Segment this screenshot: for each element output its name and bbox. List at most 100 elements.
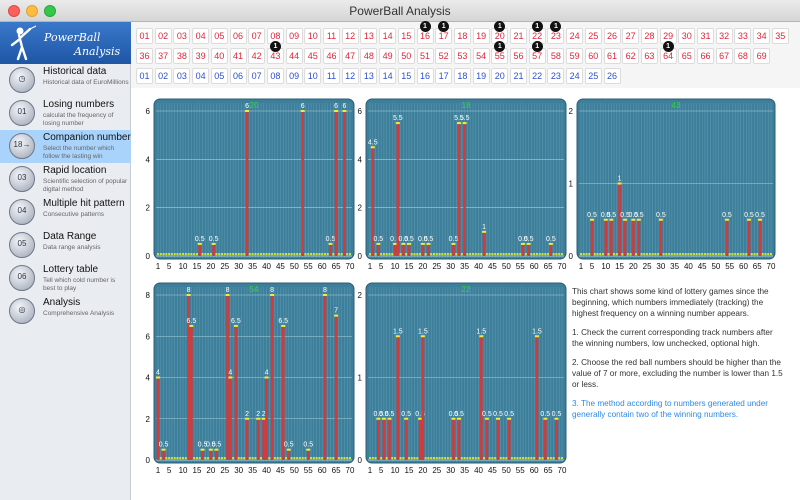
sidebar-item-data-range[interactable]: 05 Data Range Data range analysis: [0, 229, 131, 262]
blue-ball-12[interactable]: 12: [341, 68, 359, 84]
red-ball-61[interactable]: 61: [603, 48, 621, 64]
blue-ball-19[interactable]: 19: [472, 68, 490, 84]
red-ball-37[interactable]: 37: [154, 48, 172, 64]
red-ball-27[interactable]: 27: [622, 28, 640, 44]
blue-ball-01[interactable]: 01: [136, 68, 153, 84]
red-ball-12[interactable]: 12: [341, 28, 359, 44]
red-ball-59[interactable]: 59: [566, 48, 584, 64]
red-ball-60[interactable]: 60: [584, 48, 602, 64]
red-ball-42[interactable]: 42: [248, 48, 266, 64]
red-ball-49[interactable]: 49: [379, 48, 397, 64]
red-ball-02[interactable]: 02: [154, 28, 172, 44]
blue-ball-25[interactable]: 25: [584, 68, 602, 84]
red-ball-13[interactable]: 13: [360, 28, 378, 44]
red-ball-36[interactable]: 36: [136, 48, 153, 64]
blue-ball-10[interactable]: 10: [304, 68, 322, 84]
blue-ball-16[interactable]: 16: [416, 68, 434, 84]
red-ball-51[interactable]: 51: [416, 48, 434, 64]
red-ball-31[interactable]: 31: [697, 28, 714, 44]
red-ball-54[interactable]: 54: [472, 48, 490, 64]
blue-ball-23[interactable]: 23: [547, 68, 565, 84]
red-ball-03[interactable]: 03: [173, 28, 191, 44]
red-ball-44[interactable]: 44: [285, 48, 303, 64]
blue-ball-05[interactable]: 05: [210, 68, 228, 84]
red-ball-47[interactable]: 47: [341, 48, 359, 64]
red-ball-43[interactable]: 43: [266, 48, 284, 64]
bar-point: [746, 218, 751, 221]
zero-marker: [173, 253, 176, 255]
red-ball-68[interactable]: 68: [734, 48, 752, 64]
red-ball-19[interactable]: 19: [472, 28, 490, 44]
red-ball-01[interactable]: 01: [136, 28, 153, 44]
red-ball-39[interactable]: 39: [192, 48, 210, 64]
blue-ball-14[interactable]: 14: [379, 68, 397, 84]
blue-ball-08[interactable]: 08: [266, 68, 284, 84]
sidebar-item-analysis[interactable]: ◎ Analysis Comprehensive Analysis: [0, 295, 131, 328]
blue-ball-20[interactable]: 20: [491, 68, 509, 84]
red-ball-66[interactable]: 66: [697, 48, 714, 64]
red-ball-48[interactable]: 48: [360, 48, 378, 64]
blue-ball-11[interactable]: 11: [323, 68, 340, 84]
blue-ball-09[interactable]: 09: [285, 68, 303, 84]
hit-marker: 1: [662, 41, 674, 52]
blue-ball-17[interactable]: 17: [435, 68, 453, 84]
minimize-window-button[interactable]: [26, 5, 38, 17]
red-ball-40[interactable]: 40: [210, 48, 228, 64]
blue-ball-07[interactable]: 07: [248, 68, 266, 84]
red-ball-38[interactable]: 38: [173, 48, 191, 64]
red-ball-04[interactable]: 04: [192, 28, 210, 44]
red-ball-45[interactable]: 45: [304, 48, 322, 64]
blue-ball-02[interactable]: 02: [154, 68, 172, 84]
red-ball-41[interactable]: 41: [229, 48, 247, 64]
blue-ball-03[interactable]: 03: [173, 68, 191, 84]
red-ball-63[interactable]: 63: [640, 48, 658, 64]
zoom-window-button[interactable]: [44, 5, 56, 17]
blue-ball-13[interactable]: 13: [360, 68, 378, 84]
red-ball-09[interactable]: 09: [285, 28, 303, 44]
red-ball-32[interactable]: 32: [715, 28, 733, 44]
red-ball-25[interactable]: 25: [584, 28, 602, 44]
red-ball-26[interactable]: 26: [603, 28, 621, 44]
red-ball-64[interactable]: 64: [659, 48, 677, 64]
red-ball-58[interactable]: 58: [547, 48, 565, 64]
red-ball-30[interactable]: 30: [678, 28, 696, 44]
red-ball-21[interactable]: 21: [510, 28, 527, 44]
blue-ball-15[interactable]: 15: [397, 68, 415, 84]
sidebar-item-rapid-location[interactable]: 03 Rapid location Scientific selection of …: [0, 163, 131, 196]
sidebar-item-historical-data[interactable]: ◷ Historical data Historical data of EuroM…: [0, 64, 131, 97]
red-ball-34[interactable]: 34: [753, 28, 771, 44]
sidebar-item-lottery-table[interactable]: 06 Lottery table Tell which cold number is…: [0, 262, 131, 295]
red-ball-18[interactable]: 18: [453, 28, 471, 44]
red-ball-11[interactable]: 11: [323, 28, 340, 44]
red-ball-56[interactable]: 56: [510, 48, 527, 64]
red-ball-10[interactable]: 10: [304, 28, 322, 44]
red-ball-67[interactable]: 67: [715, 48, 733, 64]
red-ball-15[interactable]: 15: [397, 28, 415, 44]
blue-ball-18[interactable]: 18: [453, 68, 471, 84]
red-ball-07[interactable]: 07: [248, 28, 266, 44]
red-ball-33[interactable]: 33: [734, 28, 752, 44]
blue-ball-21[interactable]: 21: [510, 68, 527, 84]
red-ball-62[interactable]: 62: [622, 48, 640, 64]
blue-ball-24[interactable]: 24: [566, 68, 584, 84]
blue-ball-04[interactable]: 04: [192, 68, 210, 84]
red-ball-50[interactable]: 50: [397, 48, 415, 64]
blue-ball-26[interactable]: 26: [603, 68, 621, 84]
blue-ball-22[interactable]: 22: [528, 68, 546, 84]
red-ball-24[interactable]: 24: [566, 28, 584, 44]
blue-ball-06[interactable]: 06: [229, 68, 247, 84]
red-ball-14[interactable]: 14: [379, 28, 397, 44]
red-ball-05[interactable]: 05: [210, 28, 228, 44]
red-ball-28[interactable]: 28: [640, 28, 658, 44]
red-ball-46[interactable]: 46: [323, 48, 340, 64]
red-ball-52[interactable]: 52: [435, 48, 453, 64]
red-ball-06[interactable]: 06: [229, 28, 247, 44]
close-window-button[interactable]: [8, 5, 20, 17]
sidebar-item-companion-number[interactable]: 18→ Companion number Select the number whi…: [0, 130, 131, 163]
red-ball-65[interactable]: 65: [678, 48, 696, 64]
red-ball-53[interactable]: 53: [453, 48, 471, 64]
sidebar-item-multiple-hit-pattern[interactable]: 04 Multiple hit pattern Consecutive patter…: [0, 196, 131, 229]
red-ball-35[interactable]: 35: [771, 28, 789, 44]
sidebar-item-losing-numbers[interactable]: 01 Losing numbers calculat the frequency o…: [0, 97, 131, 130]
red-ball-69[interactable]: 69: [753, 48, 771, 64]
